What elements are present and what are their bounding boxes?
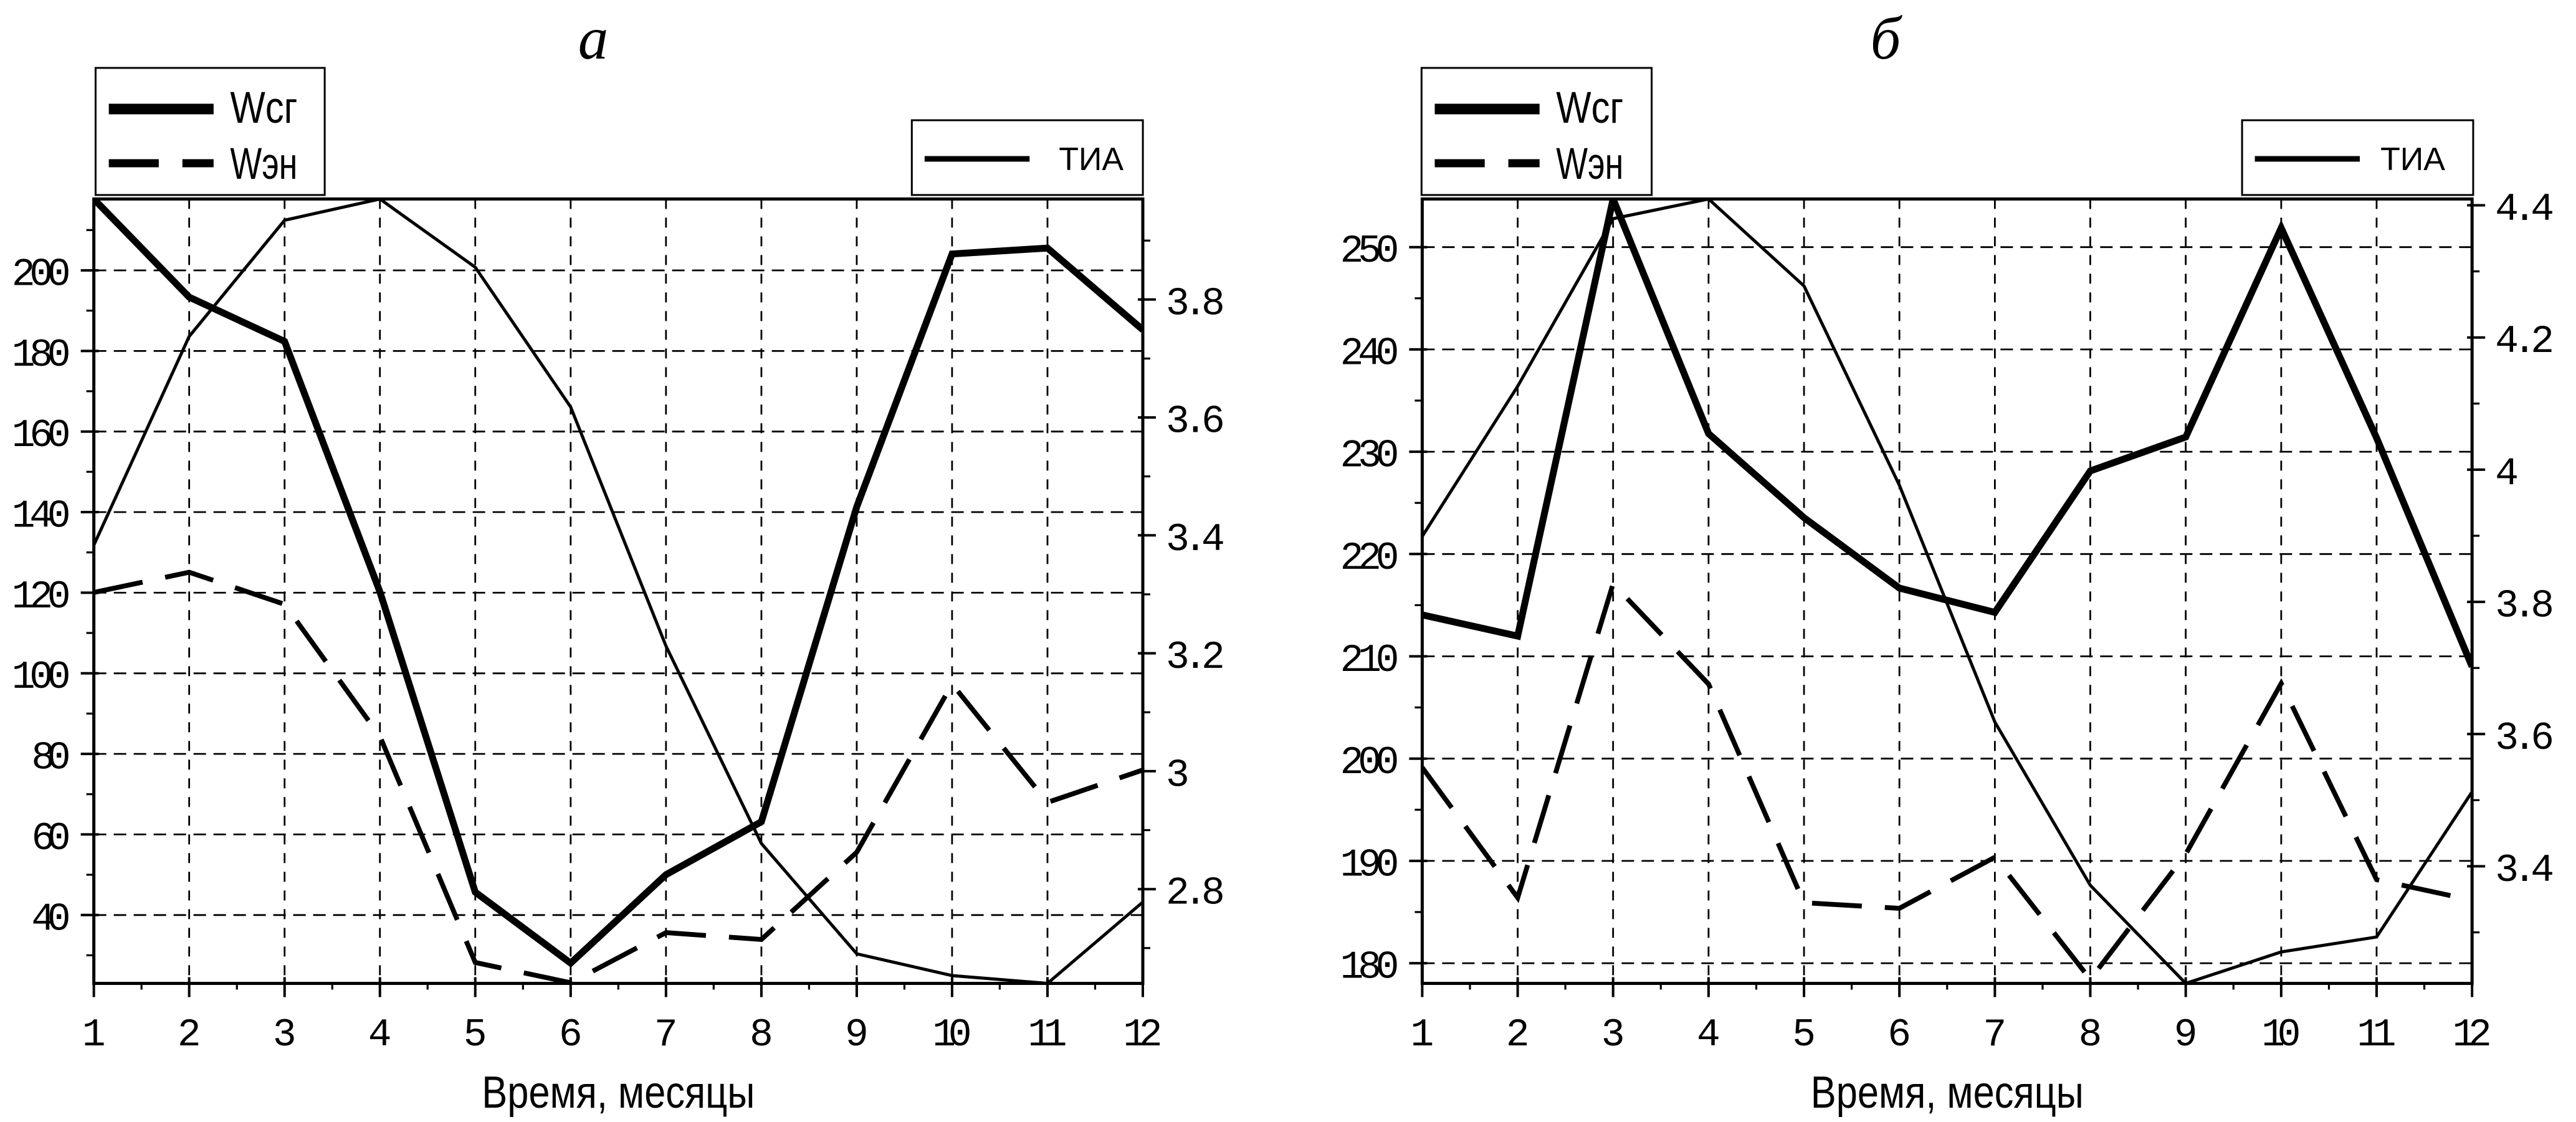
svg-text:4: 4 <box>1697 1013 1720 1057</box>
svg-text:60: 60 <box>31 817 70 861</box>
svg-text:100: 100 <box>12 655 71 700</box>
svg-text:3.2: 3.2 <box>1166 635 1225 680</box>
svg-text:3: 3 <box>1166 753 1190 797</box>
svg-text:40: 40 <box>31 897 70 941</box>
svg-text:250: 250 <box>1340 229 1400 273</box>
svg-text:4.2: 4.2 <box>2495 320 2554 364</box>
svg-text:1: 1 <box>82 1013 106 1057</box>
svg-text:220: 220 <box>1340 536 1400 581</box>
svg-text:200: 200 <box>1340 741 1400 785</box>
svg-text:3.8: 3.8 <box>1166 282 1225 326</box>
svg-text:ТИА: ТИА <box>1059 141 1123 178</box>
svg-text:8: 8 <box>2079 1013 2102 1057</box>
svg-text:3.4: 3.4 <box>1166 518 1225 562</box>
svg-text:8: 8 <box>750 1013 773 1057</box>
svg-text:Wэн: Wэн <box>1556 140 1623 189</box>
svg-text:4.4: 4.4 <box>2495 188 2554 232</box>
svg-text:4: 4 <box>2495 452 2519 496</box>
svg-text:2: 2 <box>178 1013 201 1057</box>
svg-text:240: 240 <box>1340 331 1400 376</box>
svg-text:б: б <box>1871 5 1903 72</box>
svg-text:5: 5 <box>1792 1013 1816 1057</box>
svg-text:Wсг: Wсг <box>230 83 297 133</box>
svg-text:12: 12 <box>1123 1013 1162 1057</box>
svg-text:4: 4 <box>368 1013 392 1057</box>
svg-text:2: 2 <box>1506 1013 1530 1057</box>
svg-text:11: 11 <box>1028 1013 1067 1057</box>
svg-text:80: 80 <box>31 736 70 781</box>
svg-text:Wэн: Wэн <box>230 140 297 189</box>
svg-text:7: 7 <box>654 1013 678 1057</box>
svg-text:1: 1 <box>1410 1013 1434 1057</box>
svg-text:160: 160 <box>12 414 71 458</box>
svg-text:Время, месяцы: Время, месяцы <box>482 1068 755 1118</box>
svg-text:140: 140 <box>12 495 71 539</box>
svg-text:2.8: 2.8 <box>1166 872 1225 916</box>
svg-text:ТИА: ТИА <box>2380 141 2445 178</box>
svg-text:6: 6 <box>559 1013 583 1057</box>
svg-text:5: 5 <box>464 1013 487 1057</box>
svg-text:7: 7 <box>1983 1013 2006 1057</box>
svg-text:190: 190 <box>1340 843 1400 887</box>
svg-text:10: 10 <box>2261 1013 2301 1057</box>
svg-text:3.6: 3.6 <box>2495 716 2554 761</box>
svg-text:6: 6 <box>1887 1013 1911 1057</box>
svg-text:210: 210 <box>1340 639 1400 683</box>
svg-text:а: а <box>578 5 609 72</box>
svg-text:3.8: 3.8 <box>2495 584 2554 629</box>
svg-text:200: 200 <box>12 253 71 297</box>
svg-text:Wсг: Wсг <box>1556 83 1623 133</box>
svg-text:3.6: 3.6 <box>1166 400 1225 444</box>
svg-text:3: 3 <box>273 1013 297 1057</box>
svg-text:3.4: 3.4 <box>2495 849 2554 893</box>
svg-text:3: 3 <box>1601 1013 1625 1057</box>
svg-text:9: 9 <box>2174 1013 2198 1057</box>
svg-text:9: 9 <box>845 1013 869 1057</box>
svg-text:180: 180 <box>1340 946 1400 990</box>
svg-text:230: 230 <box>1340 434 1400 478</box>
svg-text:120: 120 <box>12 575 71 619</box>
svg-text:180: 180 <box>12 333 71 378</box>
svg-text:10: 10 <box>932 1013 971 1057</box>
svg-text:Время, месяцы: Время, месяцы <box>1811 1068 2084 1118</box>
svg-text:12: 12 <box>2453 1013 2492 1057</box>
svg-text:11: 11 <box>2357 1013 2396 1057</box>
